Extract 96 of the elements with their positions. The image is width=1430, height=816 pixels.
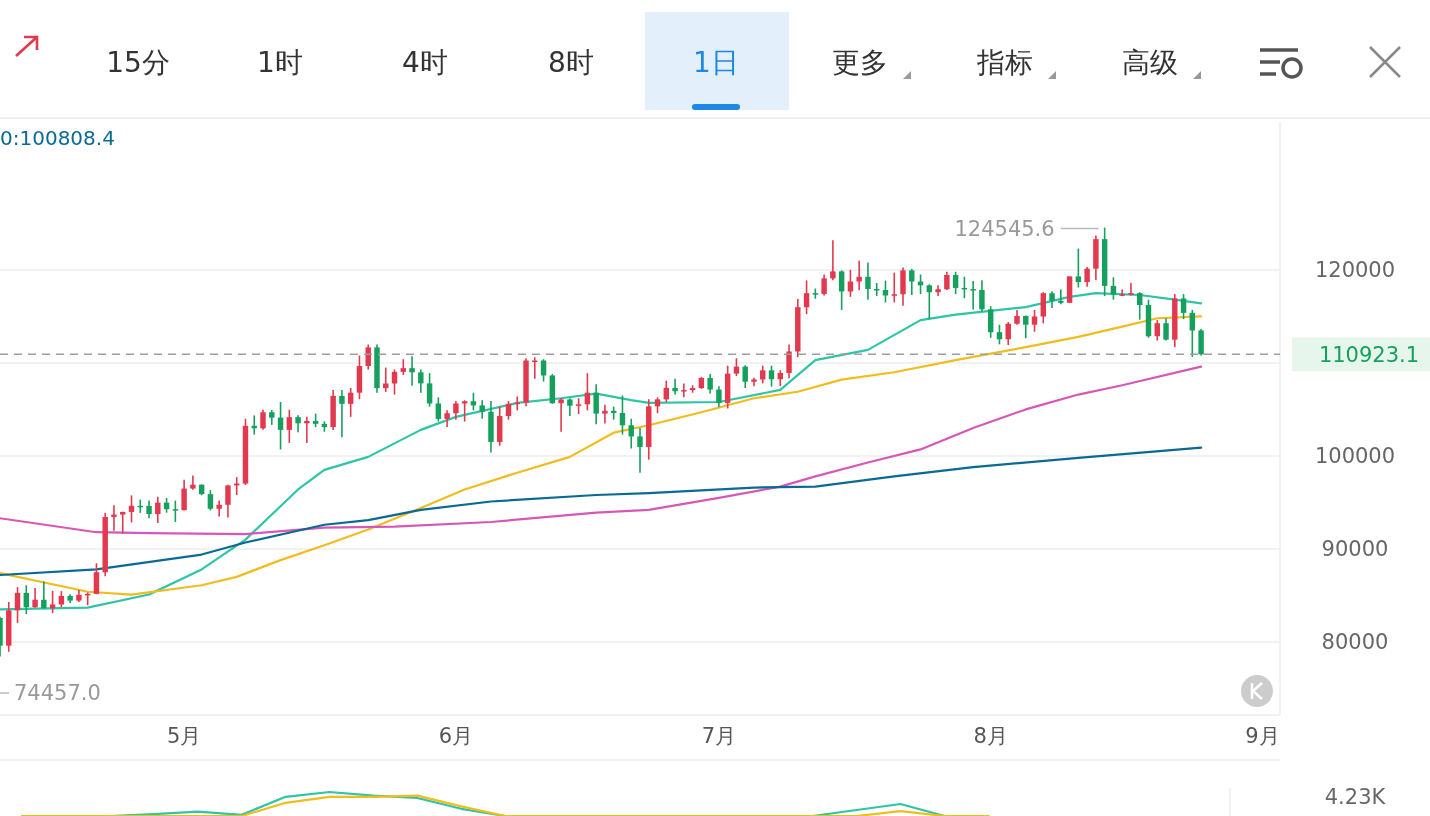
candlestick bbox=[1119, 288, 1125, 297]
candlestick bbox=[347, 387, 354, 418]
x-tick-label: 7月 bbox=[701, 724, 737, 748]
y-tick-label: 120000 bbox=[1314, 257, 1396, 282]
candlestick bbox=[803, 279, 810, 315]
candlestick bbox=[32, 587, 38, 609]
candlestick bbox=[891, 271, 897, 304]
candlestick bbox=[190, 474, 196, 491]
candlestick bbox=[1180, 293, 1187, 320]
x-tick-label: 9月 bbox=[1245, 724, 1280, 748]
candlestick bbox=[716, 385, 722, 408]
candlestick bbox=[505, 400, 512, 421]
candlestick bbox=[1075, 247, 1082, 289]
candlestick bbox=[1154, 319, 1160, 342]
candlestick bbox=[1128, 282, 1134, 297]
candlestick bbox=[181, 478, 187, 512]
candlestick bbox=[1040, 291, 1047, 325]
candlestick bbox=[593, 383, 599, 426]
candlestick bbox=[339, 389, 345, 439]
candlestick bbox=[637, 427, 643, 474]
candlestick bbox=[304, 416, 310, 444]
candlestick bbox=[426, 372, 433, 408]
candlestick bbox=[742, 364, 748, 389]
text: 1日 bbox=[693, 46, 739, 79]
y-tick-label: 80000 bbox=[1321, 629, 1389, 654]
candlestick bbox=[435, 396, 442, 423]
candlestick bbox=[786, 343, 792, 379]
candlestick bbox=[602, 403, 608, 425]
candlestick bbox=[856, 259, 862, 292]
text: 8时 bbox=[548, 46, 594, 79]
candlestick bbox=[558, 397, 564, 433]
candlestick bbox=[681, 382, 687, 399]
candlestick bbox=[628, 417, 634, 450]
candlestick bbox=[768, 364, 775, 388]
candlestick bbox=[383, 366, 389, 393]
candlestick bbox=[1084, 266, 1090, 288]
line-series bbox=[0, 365, 1203, 536]
candlestick bbox=[830, 239, 836, 281]
text: 更多 bbox=[832, 46, 888, 79]
candlestick bbox=[672, 377, 678, 396]
text: 高级 bbox=[1122, 46, 1178, 79]
candlestick bbox=[225, 483, 231, 519]
candlestick bbox=[821, 273, 827, 297]
x-tick-label: 5月 bbox=[166, 724, 202, 748]
candlestick bbox=[155, 496, 161, 524]
candlestick bbox=[23, 584, 30, 615]
text: 1时 bbox=[257, 46, 303, 79]
candlestick bbox=[838, 269, 845, 311]
candlestick bbox=[400, 358, 407, 376]
candlestick bbox=[277, 401, 284, 451]
y-tick-label: 100000 bbox=[1314, 443, 1396, 468]
candlestick bbox=[1163, 317, 1169, 342]
candlestick bbox=[900, 266, 906, 307]
annotation: 0:100808.4 bbox=[0, 126, 115, 150]
text: 15分 bbox=[106, 46, 170, 79]
ref-line-label: 110923.1 bbox=[1318, 343, 1420, 368]
y-tick-label: 90000 bbox=[1321, 536, 1389, 561]
candlestick bbox=[970, 280, 976, 311]
candlestick bbox=[172, 499, 179, 523]
candlestick bbox=[909, 268, 915, 296]
text: 4时 bbox=[402, 46, 448, 79]
candlestick bbox=[453, 400, 459, 421]
candlestick bbox=[286, 408, 293, 444]
annotation: 74457.0 bbox=[14, 681, 101, 705]
candlestick bbox=[1137, 291, 1143, 321]
candlestick bbox=[926, 283, 933, 320]
candlestick bbox=[49, 590, 56, 614]
x-tick-label: 6月 bbox=[438, 724, 474, 748]
candlestick bbox=[1023, 314, 1029, 340]
candlestick bbox=[707, 373, 713, 395]
candlestick bbox=[1198, 328, 1204, 357]
candlestick bbox=[996, 323, 1003, 346]
candlestick bbox=[987, 305, 994, 339]
candlestick bbox=[1058, 288, 1064, 306]
candlestick bbox=[1031, 309, 1038, 333]
candlestick bbox=[93, 562, 100, 595]
candlestick bbox=[260, 408, 266, 431]
candlestick bbox=[111, 504, 117, 532]
text: 4.23K bbox=[1324, 785, 1387, 809]
candlestick bbox=[128, 494, 135, 524]
candlestick bbox=[409, 355, 415, 387]
candlestick bbox=[1110, 276, 1117, 301]
candlestick bbox=[952, 270, 959, 295]
candlestick bbox=[979, 279, 985, 313]
candlestick bbox=[41, 580, 47, 610]
candlestick bbox=[944, 270, 950, 291]
candlestick bbox=[935, 284, 941, 297]
x-tick-label: 8月 bbox=[973, 724, 1008, 748]
candlestick bbox=[619, 394, 626, 436]
candlestick bbox=[865, 261, 871, 301]
line-series bbox=[0, 446, 1203, 577]
candlestick bbox=[207, 489, 214, 512]
text: 指标 bbox=[976, 46, 1033, 79]
candlestick bbox=[418, 368, 424, 394]
annotation: 124545.6 bbox=[954, 216, 1055, 241]
candlestick bbox=[479, 399, 485, 420]
